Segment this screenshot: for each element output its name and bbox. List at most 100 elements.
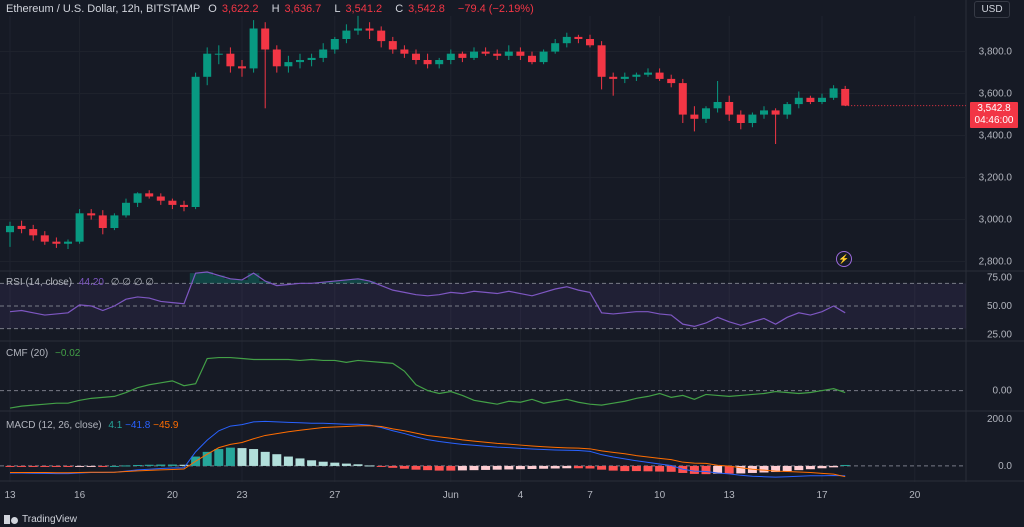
candle-body <box>110 215 119 228</box>
macd-histogram-bar <box>446 465 456 471</box>
candle-body <box>145 193 154 197</box>
candle-body <box>702 108 710 119</box>
macd-histogram-bar <box>666 465 676 472</box>
macd-histogram-bar <box>620 465 630 472</box>
candle-body <box>296 60 304 63</box>
candle-body <box>504 51 513 56</box>
macd-histogram-bar <box>5 465 15 467</box>
macd-histogram-bar <box>399 465 409 469</box>
candle-body <box>17 225 26 230</box>
change-value: −79.4 (−2.19%) <box>457 3 534 15</box>
x-tick-label: 13 <box>4 490 16 501</box>
macd-histogram-bar <box>179 464 189 466</box>
macd-histogram-bar <box>539 465 549 469</box>
candle-body <box>783 104 792 115</box>
rsi-legend[interactable]: RSI (14, close) 44.20 ∅ ∅ ∅ ∅ <box>6 277 154 288</box>
macd-histogram-bar <box>341 463 351 466</box>
candle-body <box>748 114 757 123</box>
macd-histogram-bar <box>75 465 85 467</box>
candle-body <box>574 36 583 39</box>
macd-histogram-bar <box>585 465 595 469</box>
candle-body <box>412 53 420 60</box>
macd-histogram-bar <box>469 465 479 471</box>
macd-histogram-bar <box>515 465 525 470</box>
macd-histogram-bar <box>63 465 73 467</box>
candle-body <box>493 53 502 56</box>
candle-body <box>841 88 850 106</box>
macd-histogram-bar <box>724 465 734 474</box>
macd-histogram-bar <box>504 465 514 470</box>
macd-histogram-bar <box>307 460 317 466</box>
macd-histogram-bar <box>376 465 386 467</box>
close-value: C 3,542.8 <box>395 3 445 15</box>
y-tick-label: 3,400.0 <box>979 131 1013 142</box>
currency-button[interactable]: USD <box>974 1 1010 18</box>
candle-body <box>261 28 270 50</box>
macd-histogram-bar <box>167 464 177 466</box>
candle-body <box>214 53 223 55</box>
cmf-legend[interactable]: CMF (20) −0.02 <box>6 348 80 359</box>
x-tick-label: 16 <box>74 490 86 501</box>
candle-body <box>725 102 734 115</box>
macd-histogram-bar <box>434 465 444 471</box>
candle-body <box>400 49 409 54</box>
rsi-na-values: ∅ ∅ ∅ ∅ <box>110 277 154 288</box>
x-tick-label: 17 <box>816 490 828 501</box>
candle-body <box>435 60 444 65</box>
y-tick-label: 3,200.0 <box>979 173 1013 184</box>
candle-body <box>87 213 96 216</box>
candle-body <box>342 30 351 39</box>
candle-body <box>586 39 594 46</box>
tradingview-brand[interactable]: TradingView <box>4 514 77 525</box>
candle-body <box>470 51 478 58</box>
rsi-line <box>9 271 846 328</box>
macd-histogram-bar <box>156 464 166 466</box>
macd-histogram-bar <box>318 461 328 466</box>
flash-icon[interactable]: ⚡ <box>836 251 852 267</box>
candle-body <box>609 76 618 79</box>
candle-body <box>64 241 72 244</box>
rsi-tick-label: 25.00 <box>987 329 1012 340</box>
macd-histogram-bar <box>550 465 560 469</box>
macd-histogram-bar <box>423 465 433 471</box>
rsi-name: RSI (14, close) <box>6 277 73 288</box>
candle-body <box>52 241 61 244</box>
macd-histogram-bar <box>527 465 537 469</box>
macd-histogram-bar <box>98 465 108 467</box>
brand-name: TradingView <box>22 514 78 525</box>
macd-histogram-bar <box>28 465 38 467</box>
candle-body <box>156 196 165 201</box>
candle-body <box>667 78 676 84</box>
macd-histogram-bar <box>562 465 572 469</box>
candle-body <box>122 202 130 216</box>
macd-histogram-bar <box>365 465 375 467</box>
macd-histogram-bar <box>17 465 27 467</box>
cmf-line <box>9 356 846 409</box>
macd-histogram-bar <box>109 465 119 467</box>
candle-body <box>98 215 107 228</box>
macd-histogram-bar <box>214 449 224 466</box>
candle-body <box>6 225 14 233</box>
rsi-value: 44.20 <box>78 277 104 288</box>
candle-body <box>446 53 455 60</box>
y-tick-label: 3,600.0 <box>979 89 1013 100</box>
macd-histogram-bar <box>202 451 212 466</box>
macd-histogram-bar <box>829 465 839 468</box>
macd-histogram-bar <box>840 464 850 466</box>
x-tick-label: 7 <box>587 490 593 501</box>
macd-legend[interactable]: MACD (12, 26, close) 4.1 −41.8 −45.9 <box>6 420 178 431</box>
candle-body <box>238 66 246 69</box>
macd-histogram-bar <box>411 465 421 470</box>
candle-body <box>597 45 606 77</box>
candle-body <box>168 200 177 205</box>
candle-body <box>713 102 722 109</box>
candle-body <box>794 97 803 105</box>
candle-body <box>528 55 536 63</box>
macd-histogram-bar <box>51 465 61 467</box>
candle-body <box>539 51 548 63</box>
candle-body <box>829 88 838 98</box>
macd-histogram-bar <box>608 465 618 471</box>
macd-histogram-bar <box>759 465 769 473</box>
